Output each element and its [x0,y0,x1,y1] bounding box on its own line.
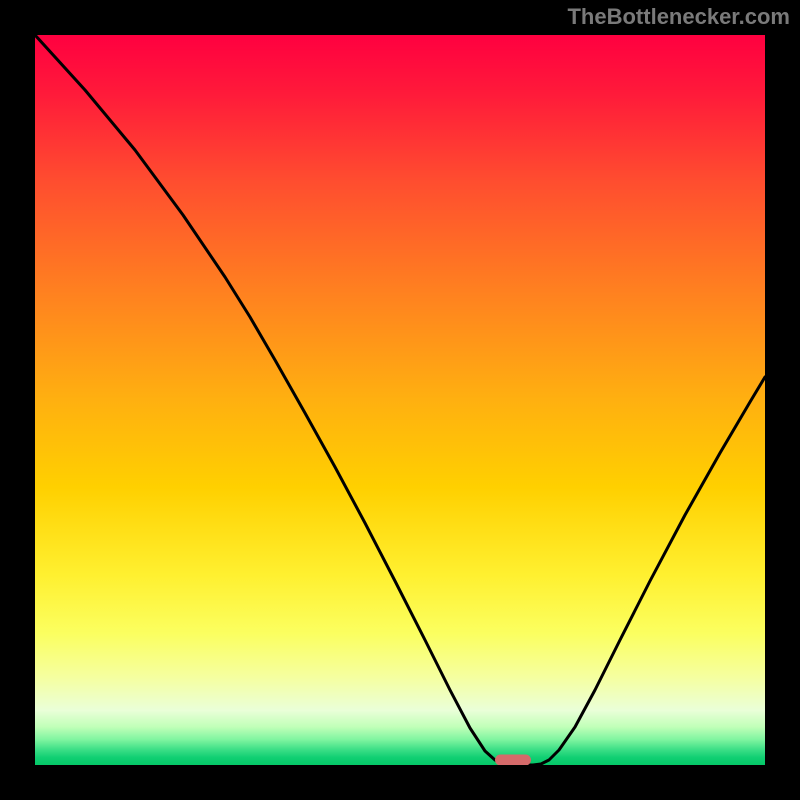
plot-area [35,35,765,765]
curve-line [35,35,765,765]
watermark-text: TheBottlenecker.com [567,4,790,30]
valley-marker [495,755,531,766]
chart-svg [35,35,765,765]
